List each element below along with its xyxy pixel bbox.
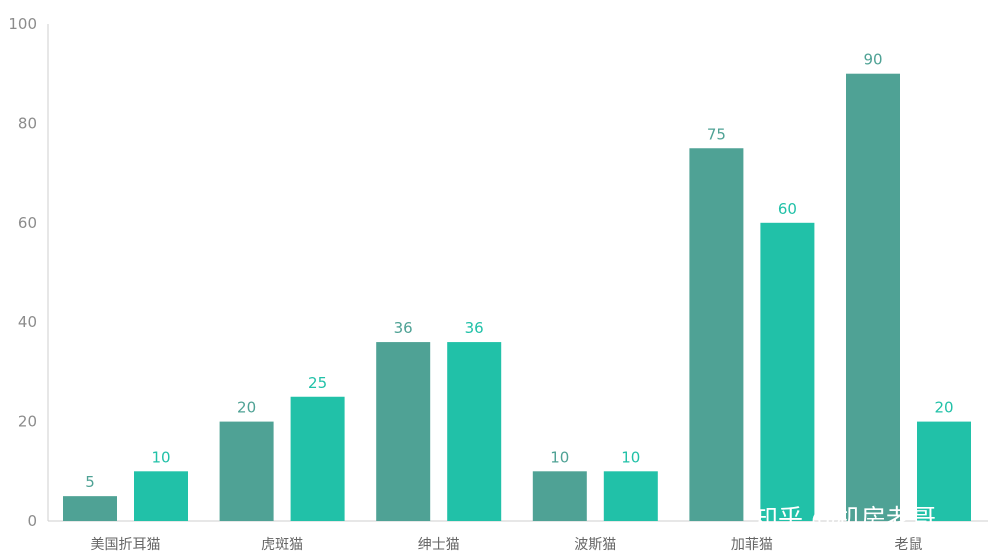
bar-4-0 — [689, 148, 744, 521]
data-label-3-1: 10 — [621, 448, 640, 466]
bar-2-1 — [447, 342, 502, 521]
data-labels-group: 5 10 20 25 36 36 10 10 75 60 90 20 — [85, 51, 953, 491]
y-tick-label: 0 — [27, 512, 37, 530]
bar-1-1 — [290, 396, 345, 521]
category-label: 波斯猫 — [574, 537, 616, 553]
data-label-2-0: 36 — [394, 319, 413, 337]
y-axis-ticks: 0 20 40 60 80 100 — [8, 15, 37, 530]
bar-5-0 — [846, 73, 900, 521]
watermark-text: 知乎 @机房老哥 — [753, 504, 936, 533]
bar-3-1 — [603, 471, 658, 521]
category-label: 加菲猫 — [731, 537, 773, 553]
category-label: 美国折耳猫 — [91, 537, 161, 553]
bar-4-1 — [760, 222, 815, 522]
y-tick-label: 60 — [18, 214, 37, 232]
y-tick-label: 100 — [8, 15, 37, 33]
y-tick-label: 80 — [18, 114, 37, 132]
bar-1-0 — [219, 421, 274, 521]
data-label-4-0: 75 — [707, 125, 726, 143]
bar-0-0 — [63, 496, 117, 521]
bar-2-0 — [376, 342, 431, 521]
data-label-0-0: 5 — [85, 473, 95, 491]
data-label-1-0: 20 — [237, 399, 256, 417]
data-label-1-1: 25 — [308, 374, 327, 392]
category-labels-group: 美国折耳猫 虎斑猫 绅士猫 波斯猫 加菲猫 老鼠 — [91, 537, 923, 553]
category-label: 虎斑猫 — [261, 537, 303, 553]
category-label: 老鼠 — [895, 537, 923, 553]
data-label-5-1: 20 — [934, 399, 953, 417]
data-label-0-1: 10 — [151, 448, 170, 466]
bars-group — [63, 73, 971, 522]
y-tick-label: 40 — [18, 313, 37, 331]
bar-3-0 — [532, 471, 587, 521]
y-tick-label: 20 — [18, 413, 37, 431]
category-label: 绅士猫 — [418, 537, 460, 553]
bar-0-1 — [134, 471, 188, 521]
bar-5-1 — [917, 421, 971, 521]
data-label-2-1: 36 — [465, 319, 484, 337]
data-label-4-1: 60 — [778, 200, 797, 218]
data-label-5-0: 90 — [863, 51, 882, 69]
data-label-3-0: 10 — [550, 448, 569, 466]
